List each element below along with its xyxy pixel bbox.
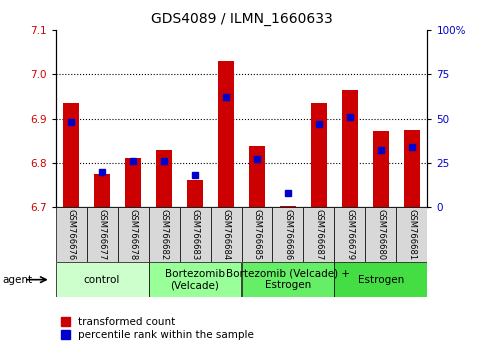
Bar <box>156 150 172 207</box>
Bar <box>117 207 149 262</box>
Bar <box>242 207 272 262</box>
Text: GSM766684: GSM766684 <box>222 209 230 260</box>
Bar <box>303 207 334 262</box>
Bar <box>56 262 149 297</box>
Bar <box>280 206 296 207</box>
Text: Estrogen: Estrogen <box>358 275 404 285</box>
Bar <box>180 207 211 262</box>
Text: GSM766683: GSM766683 <box>190 209 199 260</box>
Text: GSM766676: GSM766676 <box>67 209 75 260</box>
Bar <box>63 103 79 207</box>
Bar <box>311 103 327 207</box>
Bar <box>242 262 334 297</box>
Bar <box>334 262 427 297</box>
Bar <box>211 207 242 262</box>
Bar <box>404 130 420 207</box>
Bar <box>218 61 234 207</box>
Text: GSM766682: GSM766682 <box>159 209 169 260</box>
Text: GSM766678: GSM766678 <box>128 209 138 260</box>
Legend: transformed count, percentile rank within the sample: transformed count, percentile rank withi… <box>61 317 255 340</box>
Bar <box>125 159 141 207</box>
Text: GDS4089 / ILMN_1660633: GDS4089 / ILMN_1660633 <box>151 12 332 27</box>
Bar <box>249 147 265 207</box>
Bar <box>373 131 389 207</box>
Text: GSM766685: GSM766685 <box>253 209 261 260</box>
Bar <box>334 207 366 262</box>
Text: GSM766679: GSM766679 <box>345 209 355 260</box>
Text: GSM766686: GSM766686 <box>284 209 293 260</box>
Text: agent: agent <box>2 275 32 285</box>
Bar <box>94 174 110 207</box>
Text: control: control <box>84 275 120 285</box>
Text: Bortezomib
(Velcade): Bortezomib (Velcade) <box>165 269 225 291</box>
Bar <box>397 207 427 262</box>
Text: GSM766687: GSM766687 <box>314 209 324 260</box>
Text: GSM766681: GSM766681 <box>408 209 416 260</box>
Text: Bortezomib (Velcade) +
Estrogen: Bortezomib (Velcade) + Estrogen <box>226 269 350 291</box>
Bar <box>56 207 86 262</box>
Bar <box>342 90 358 207</box>
Bar <box>149 262 242 297</box>
Bar <box>149 207 180 262</box>
Text: GSM766677: GSM766677 <box>98 209 107 260</box>
Bar <box>187 180 203 207</box>
Bar <box>86 207 117 262</box>
Bar <box>366 207 397 262</box>
Text: GSM766680: GSM766680 <box>376 209 385 260</box>
Bar <box>272 207 303 262</box>
